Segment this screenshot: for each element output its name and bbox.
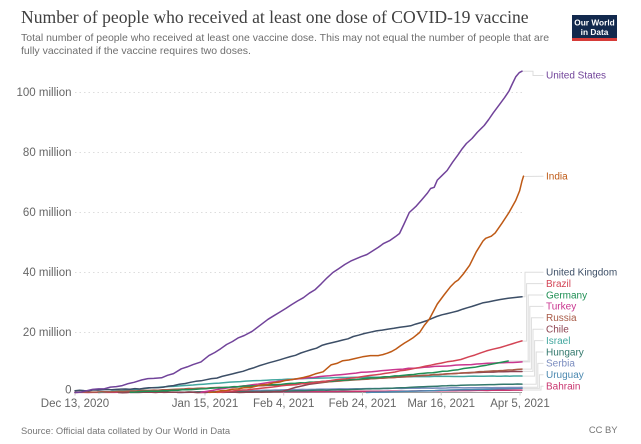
svg-text:United Kingdom: United Kingdom [546, 268, 617, 279]
svg-text:Mar 16, 2021: Mar 16, 2021 [407, 398, 475, 410]
svg-text:Our World: Our World [574, 18, 614, 28]
svg-text:80 million: 80 million [23, 147, 72, 159]
svg-text:40 million: 40 million [23, 267, 72, 279]
svg-text:Chile: Chile [546, 325, 569, 336]
svg-text:India: India [546, 172, 568, 183]
svg-text:Brazil: Brazil [546, 279, 571, 290]
svg-text:Germany: Germany [546, 290, 587, 301]
svg-text:Hungary: Hungary [546, 347, 584, 358]
svg-text:Serbia: Serbia [546, 359, 575, 370]
svg-text:Dec 13, 2020: Dec 13, 2020 [41, 398, 109, 410]
svg-text:Russia: Russia [546, 313, 577, 324]
svg-text:Total number of people who rec: Total number of people who received at l… [21, 32, 549, 44]
svg-text:Israel: Israel [546, 336, 570, 347]
svg-text:Uruguay: Uruguay [546, 370, 584, 381]
svg-text:Apr 5, 2021: Apr 5, 2021 [490, 398, 549, 410]
svg-text:Bahrain: Bahrain [546, 382, 580, 393]
svg-text:United States: United States [546, 71, 606, 82]
svg-text:fully vaccinated if the vaccin: fully vaccinated if the vaccine requires… [21, 45, 251, 57]
svg-text:Number of people who received: Number of people who received at least o… [21, 7, 529, 27]
svg-text:Source: Official data collated: Source: Official data collated by Our Wo… [21, 425, 231, 436]
svg-text:CC BY: CC BY [589, 424, 618, 435]
svg-text:100 million: 100 million [17, 87, 72, 99]
svg-text:Turkey: Turkey [546, 302, 576, 313]
svg-text:Feb 24, 2021: Feb 24, 2021 [329, 398, 397, 410]
svg-text:Feb 4, 2021: Feb 4, 2021 [253, 398, 314, 410]
svg-text:in Data: in Data [581, 27, 609, 37]
svg-text:Jan 15, 2021: Jan 15, 2021 [172, 398, 239, 410]
svg-text:0: 0 [65, 385, 71, 397]
svg-text:60 million: 60 million [23, 207, 72, 219]
svg-text:20 million: 20 million [23, 327, 72, 339]
